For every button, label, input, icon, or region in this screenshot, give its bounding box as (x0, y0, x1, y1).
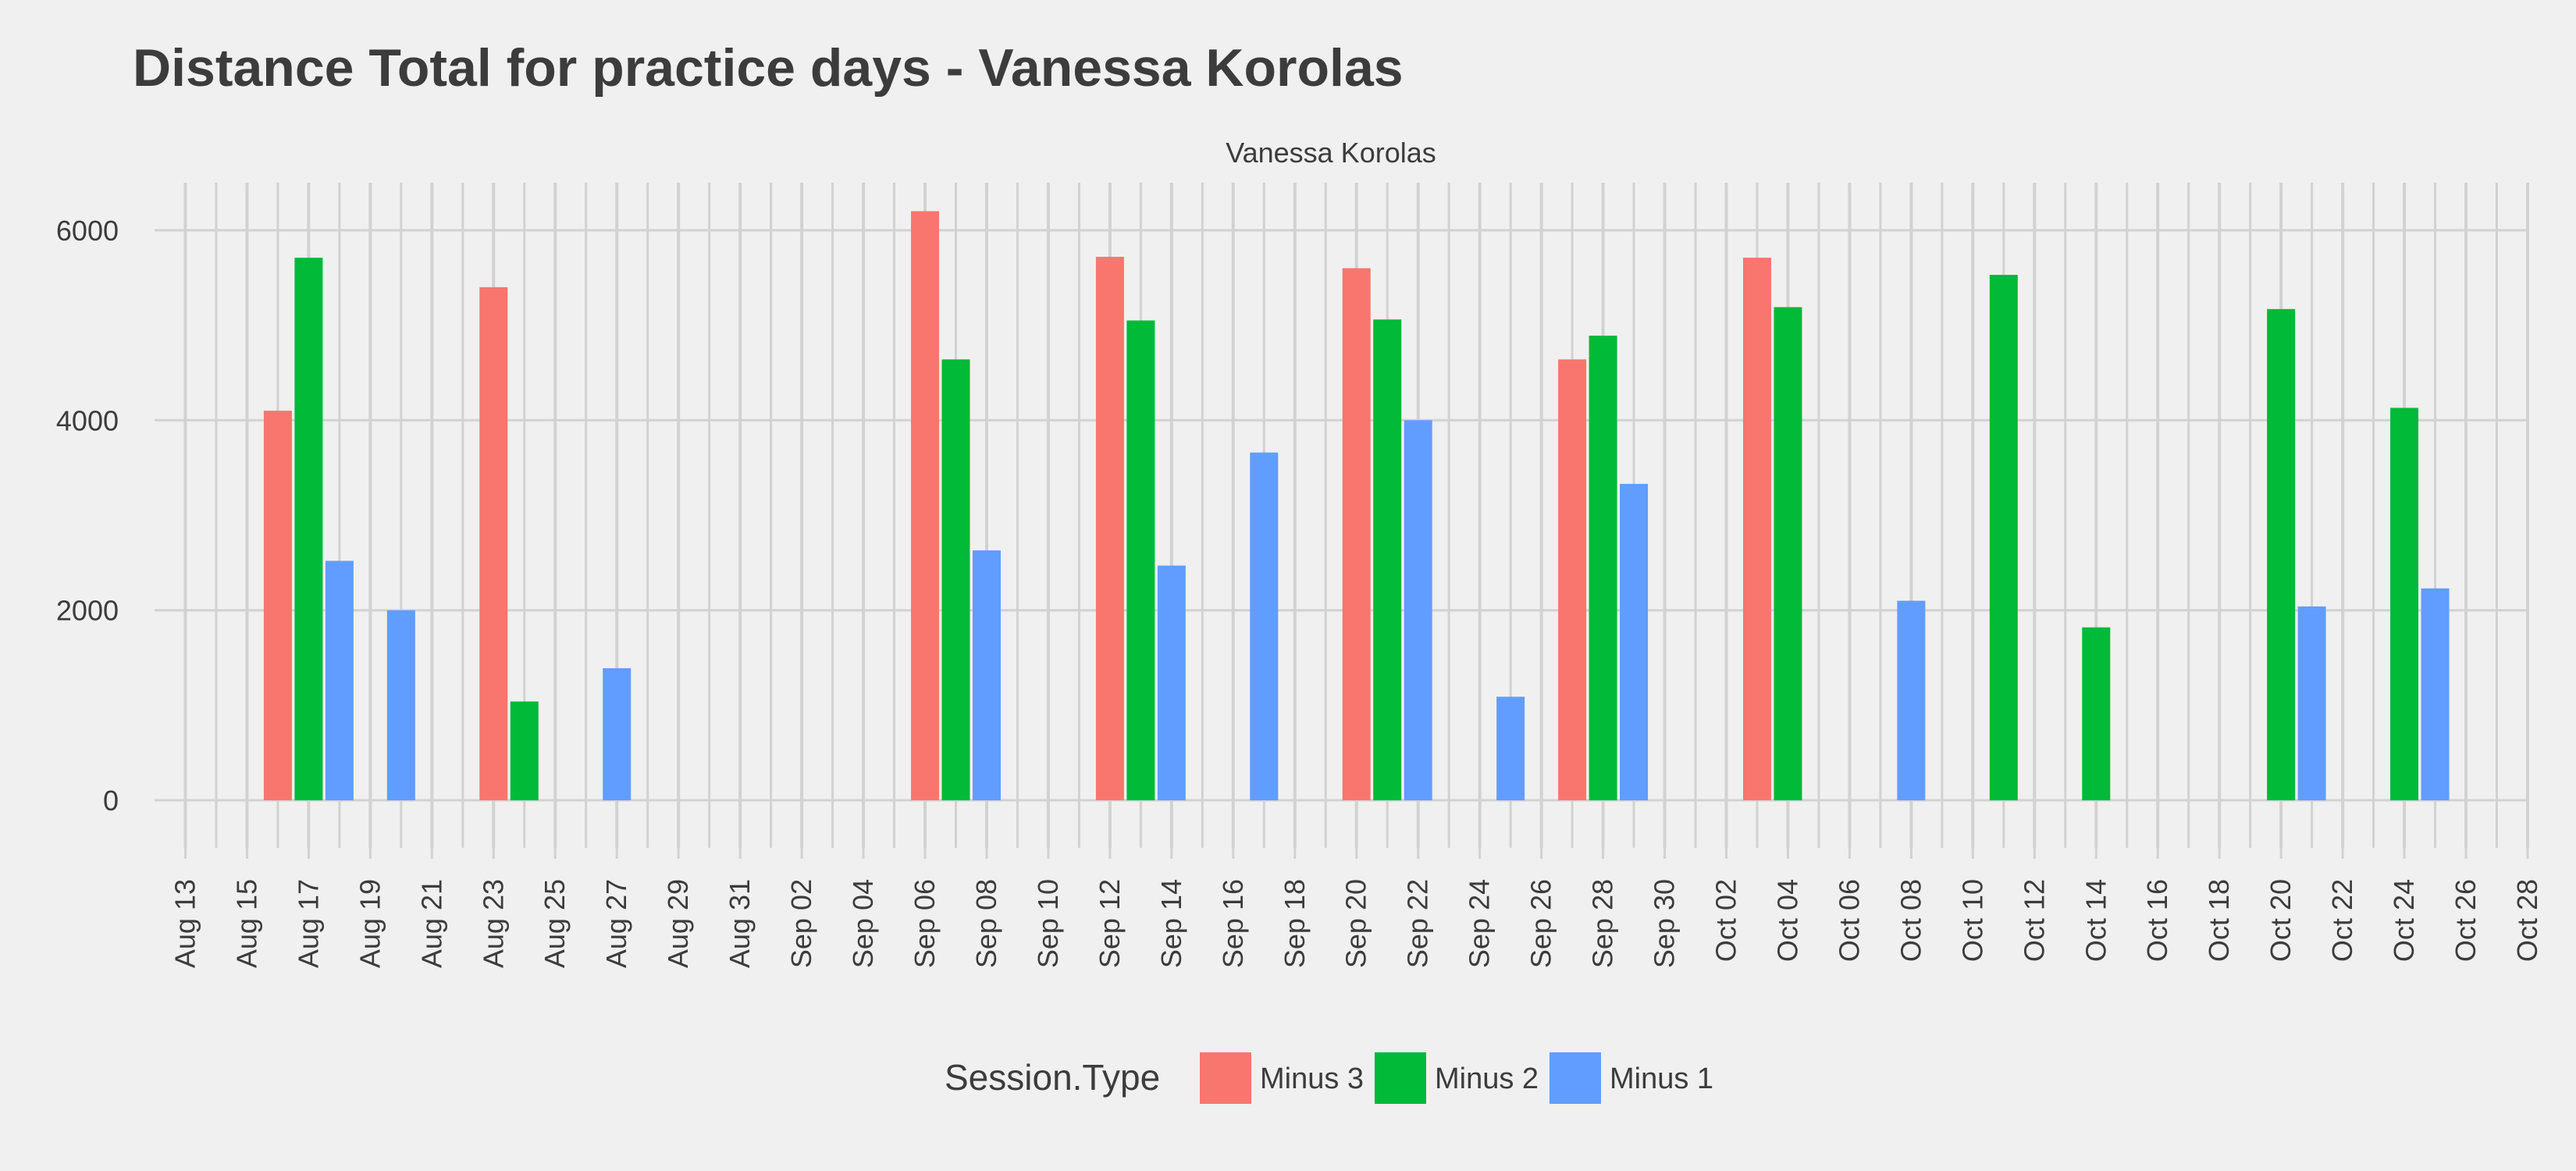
x-tick-label: Oct 16 (2141, 879, 2173, 962)
bar-minus-1 (972, 550, 1001, 801)
legend-label-minus-2: Minus 2 (1435, 1062, 1539, 1095)
bar-minus-3 (1558, 359, 1587, 801)
x-tick-label: Sep 20 (1340, 879, 1372, 968)
x-tick-label: Aug 27 (600, 879, 632, 968)
bar-minus-3 (1342, 268, 1371, 801)
bar-minus-2 (294, 258, 323, 801)
x-tick-label: Aug 21 (415, 879, 447, 968)
bar-minus-2 (2267, 308, 2296, 801)
bars (263, 211, 2450, 801)
x-tick-label: Sep 08 (970, 879, 1002, 968)
legend-label-minus-3: Minus 3 (1260, 1062, 1364, 1095)
panel-label: Vanessa Korolas (1226, 137, 1436, 169)
x-tick-label: Sep 16 (1217, 879, 1249, 968)
legend: Session.Type Minus 3 Minus 2 Minus 1 (945, 1052, 1713, 1104)
x-tick-label: Sep 10 (1032, 879, 1064, 968)
y-tick-label: 6000 (56, 215, 119, 247)
bar-minus-2 (2082, 627, 2111, 801)
x-tick-label: Aug 31 (724, 879, 756, 968)
x-tick-label: Oct 28 (2511, 879, 2543, 962)
bar-minus-1 (1897, 600, 1926, 801)
chart-title: Distance Total for practice days - Vanes… (133, 38, 1404, 98)
bar-minus-2 (510, 701, 539, 801)
x-tick-label: Oct 26 (2450, 879, 2482, 962)
bar-minus-3 (479, 287, 508, 801)
x-tick-label: Oct 06 (1833, 879, 1865, 962)
x-tick-label: Aug 29 (662, 879, 694, 968)
bar-minus-2 (1373, 319, 1402, 801)
y-axis: 0 2000 4000 6000 (56, 215, 119, 817)
bar-minus-1 (325, 561, 354, 801)
bar-minus-3 (1742, 258, 1771, 801)
x-tick-label: Oct 12 (2018, 879, 2050, 962)
legend-key-minus-1 (1550, 1052, 1601, 1104)
legend-title: Session.Type (945, 1057, 1160, 1098)
bar-minus-2 (941, 359, 970, 801)
x-tick-label: Oct 20 (2265, 879, 2297, 962)
bar-minus-2 (1589, 335, 1617, 801)
x-tick-label: Sep 18 (1279, 879, 1311, 968)
bar-minus-1 (2421, 588, 2450, 801)
bar-minus-3 (263, 411, 292, 801)
x-tick-label: Sep 28 (1587, 879, 1619, 968)
bar-minus-1 (1496, 696, 1525, 801)
x-tick-label: Aug 23 (477, 879, 509, 968)
x-tick-label: Sep 02 (785, 879, 817, 968)
x-tick-label: Oct 24 (2388, 879, 2420, 962)
x-tick-label: Sep 12 (1094, 879, 1126, 968)
bar-minus-2 (1989, 275, 2018, 801)
x-tick-label: Aug 19 (354, 879, 386, 968)
x-tick-label: Sep 30 (1649, 879, 1681, 968)
x-tick-label: Aug 17 (292, 879, 324, 968)
x-tick-label: Oct 18 (2203, 879, 2235, 962)
legend-label-minus-1: Minus 1 (1610, 1062, 1713, 1095)
x-tick-label: Aug 25 (539, 879, 571, 968)
bar-minus-1 (2297, 606, 2326, 801)
bar-minus-3 (1095, 256, 1124, 801)
x-tick-label: Sep 22 (1402, 879, 1434, 968)
bar-minus-2 (1126, 320, 1155, 801)
x-tick-label: Sep 26 (1525, 879, 1557, 968)
x-tick-label: Oct 02 (1710, 879, 1742, 962)
x-tick-label: Aug 15 (230, 879, 262, 968)
bar-minus-1 (603, 667, 632, 801)
x-tick-label: Oct 08 (1895, 879, 1927, 962)
y-tick-label: 2000 (56, 595, 119, 627)
x-tick-label: Sep 06 (909, 879, 941, 968)
bar-minus-1 (386, 610, 415, 801)
x-tick-label: Oct 22 (2326, 879, 2358, 962)
x-tick-label: Oct 04 (1771, 879, 1803, 962)
bar-minus-1 (1250, 452, 1279, 801)
x-tick-label: Sep 14 (1155, 879, 1187, 968)
x-tick-label: Aug 13 (169, 879, 201, 968)
y-tick-label: 0 (103, 785, 119, 817)
bar-minus-1 (1404, 420, 1432, 801)
x-tick-label: Oct 10 (1956, 879, 1988, 962)
x-tick-label: Sep 04 (847, 879, 879, 968)
x-tick-label: Sep 24 (1464, 879, 1496, 968)
bar-minus-1 (1620, 483, 1649, 801)
bar-minus-2 (1774, 307, 1802, 801)
x-axis: Aug 13 Aug 15 Aug 17 Aug 19 Aug 21 Aug 23 Aug … (169, 848, 2543, 968)
bar-minus-1 (1157, 565, 1186, 801)
x-tick-label: Oct 14 (2080, 879, 2112, 962)
bar-minus-2 (2390, 408, 2419, 801)
legend-key-minus-3 (1200, 1052, 1251, 1104)
bar-minus-3 (911, 211, 940, 801)
legend-key-minus-2 (1375, 1052, 1426, 1104)
y-tick-label: 4000 (56, 404, 119, 436)
